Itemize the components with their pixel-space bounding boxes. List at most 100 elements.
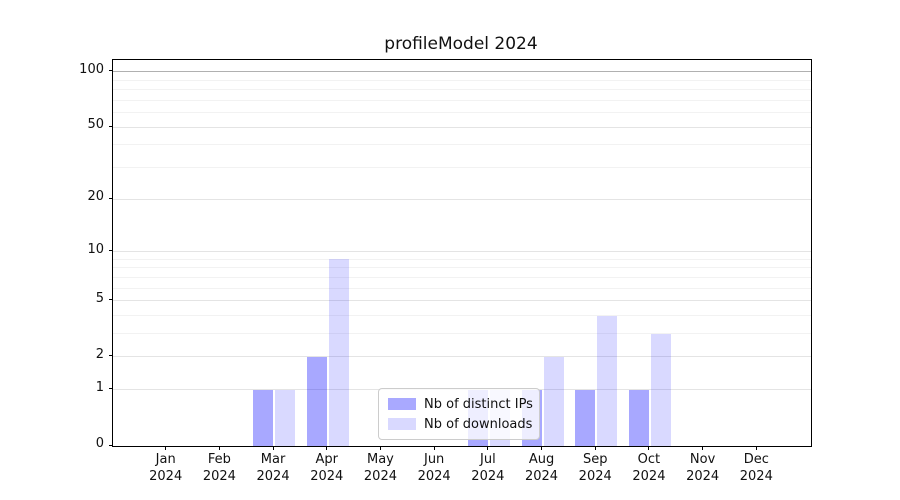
x-tick-label-jun: Jun 2024: [406, 451, 462, 485]
legend-swatch-downloads: [388, 418, 416, 430]
legend-label: Nb of distinct IPs: [424, 396, 533, 412]
gridline-minor: [113, 258, 811, 260]
gridline-minor: [113, 315, 811, 317]
gridline-minor: [113, 167, 811, 169]
y-tick-mark: [109, 70, 113, 72]
gridline-major: [113, 198, 811, 200]
x-tick-month: Jan: [155, 452, 176, 467]
legend-item-distinct-ips: Nb of distinct IPs: [388, 394, 533, 414]
x-tick-label-dec: Dec 2024: [728, 451, 784, 485]
legend: Nb of distinct IPs Nb of downloads: [378, 388, 540, 440]
gridline-minor: [113, 333, 811, 335]
gridline-major: [113, 251, 811, 253]
legend-label: Nb of downloads: [424, 416, 533, 432]
gridline-minor: [113, 144, 811, 146]
x-tick-label-oct: Oct 2024: [621, 451, 677, 485]
y-tick-mark: [109, 444, 113, 446]
x-tick-year: 2024: [739, 469, 773, 484]
gridline-minor: [113, 287, 811, 289]
gridline-major: [113, 356, 811, 358]
x-tick-mark: [755, 446, 757, 450]
x-tick-year: 2024: [632, 469, 666, 484]
x-tick-year: 2024: [524, 469, 559, 484]
bar-downloads-oct: [650, 333, 671, 446]
gridline-major: [113, 300, 811, 302]
x-tick-mark: [433, 446, 435, 450]
x-tick-year: 2024: [202, 469, 236, 484]
y-tick-mark: [109, 197, 113, 199]
y-tick-mark: [109, 299, 113, 301]
x-tick-mark: [379, 446, 381, 450]
gridline-minor: [113, 267, 811, 269]
x-tick-label-feb: Feb 2024: [191, 451, 247, 485]
y-tick-mark: [109, 355, 113, 357]
x-tick-month: Sep: [582, 452, 608, 467]
bar-downloads-mar: [275, 389, 296, 446]
x-tick-month: Jun: [423, 452, 445, 467]
gridline-minor: [113, 89, 811, 91]
y-tick-label: 10: [87, 241, 104, 257]
gridline-major: [113, 71, 811, 73]
y-tick-label: 20: [87, 189, 104, 205]
x-tick-year: 2024: [149, 469, 183, 484]
gridline-minor: [113, 276, 811, 278]
gridline-minor: [113, 112, 811, 114]
bar-distinct-ips-oct: [628, 389, 649, 446]
bar-distinct-ips-mar: [253, 389, 274, 446]
y-tick-label: 0: [95, 436, 104, 451]
x-tick-month: Mar: [260, 452, 286, 467]
x-tick-year: 2024: [363, 469, 397, 484]
y-tick-label: 100: [79, 61, 104, 77]
gridline-minor: [113, 99, 811, 101]
chart-title: profileModel 2024: [384, 34, 538, 54]
x-tick-label-mar: Mar 2024: [245, 451, 301, 485]
x-tick-year: 2024: [471, 469, 505, 484]
x-tick-month: Dec: [743, 452, 769, 467]
y-tick-label: 50: [87, 117, 104, 133]
x-tick-year: 2024: [256, 469, 290, 484]
x-tick-month: Oct: [637, 452, 661, 467]
gridline-major: [113, 126, 811, 128]
bar-distinct-ips-apr: [306, 356, 327, 446]
x-tick-year: 2024: [686, 469, 720, 484]
x-tick-month: Feb: [207, 452, 231, 467]
x-tick-mark: [487, 446, 489, 450]
legend-item-downloads: Nb of downloads: [388, 414, 533, 434]
x-tick-month: Aug: [528, 452, 555, 467]
plot-area: [112, 59, 812, 447]
x-tick-label-sep: Sep 2024: [567, 451, 623, 485]
bar-downloads-apr: [328, 259, 349, 446]
gridline-minor: [113, 79, 811, 81]
y-tick-mark: [109, 388, 113, 390]
x-tick-mark: [326, 446, 328, 450]
y-tick-label: 1: [95, 379, 104, 395]
x-tick-month: Nov: [689, 452, 716, 467]
bar-downloads-aug: [543, 356, 564, 446]
bar-distinct-ips-sep: [575, 389, 596, 446]
x-tick-mark: [702, 446, 704, 450]
x-tick-mark: [541, 446, 543, 450]
x-tick-mark: [218, 446, 220, 450]
x-tick-mark: [272, 446, 274, 450]
x-tick-mark: [648, 446, 650, 450]
y-tick-mark: [109, 125, 113, 127]
x-tick-label-nov: Nov 2024: [675, 451, 731, 485]
x-tick-month: Apr: [315, 452, 339, 467]
x-tick-year: 2024: [417, 469, 451, 484]
x-tick-year: 2024: [578, 469, 612, 484]
x-tick-month: May: [367, 452, 394, 467]
y-tick-label: 5: [95, 290, 104, 306]
x-tick-label-aug: Aug 2024: [514, 451, 570, 485]
legend-swatch-distinct-ips: [388, 398, 416, 410]
bar-downloads-sep: [597, 315, 618, 446]
x-tick-label-jan: Jan 2024: [138, 451, 194, 485]
x-tick-year: 2024: [310, 469, 344, 484]
x-tick-mark: [594, 446, 596, 450]
x-tick-label-may: May 2024: [352, 451, 408, 485]
x-tick-label-apr: Apr 2024: [299, 451, 355, 485]
x-tick-month: Jul: [480, 452, 496, 467]
x-tick-mark: [165, 446, 167, 450]
x-tick-label-jul: Jul 2024: [460, 451, 516, 485]
y-tick-label: 2: [95, 346, 104, 362]
